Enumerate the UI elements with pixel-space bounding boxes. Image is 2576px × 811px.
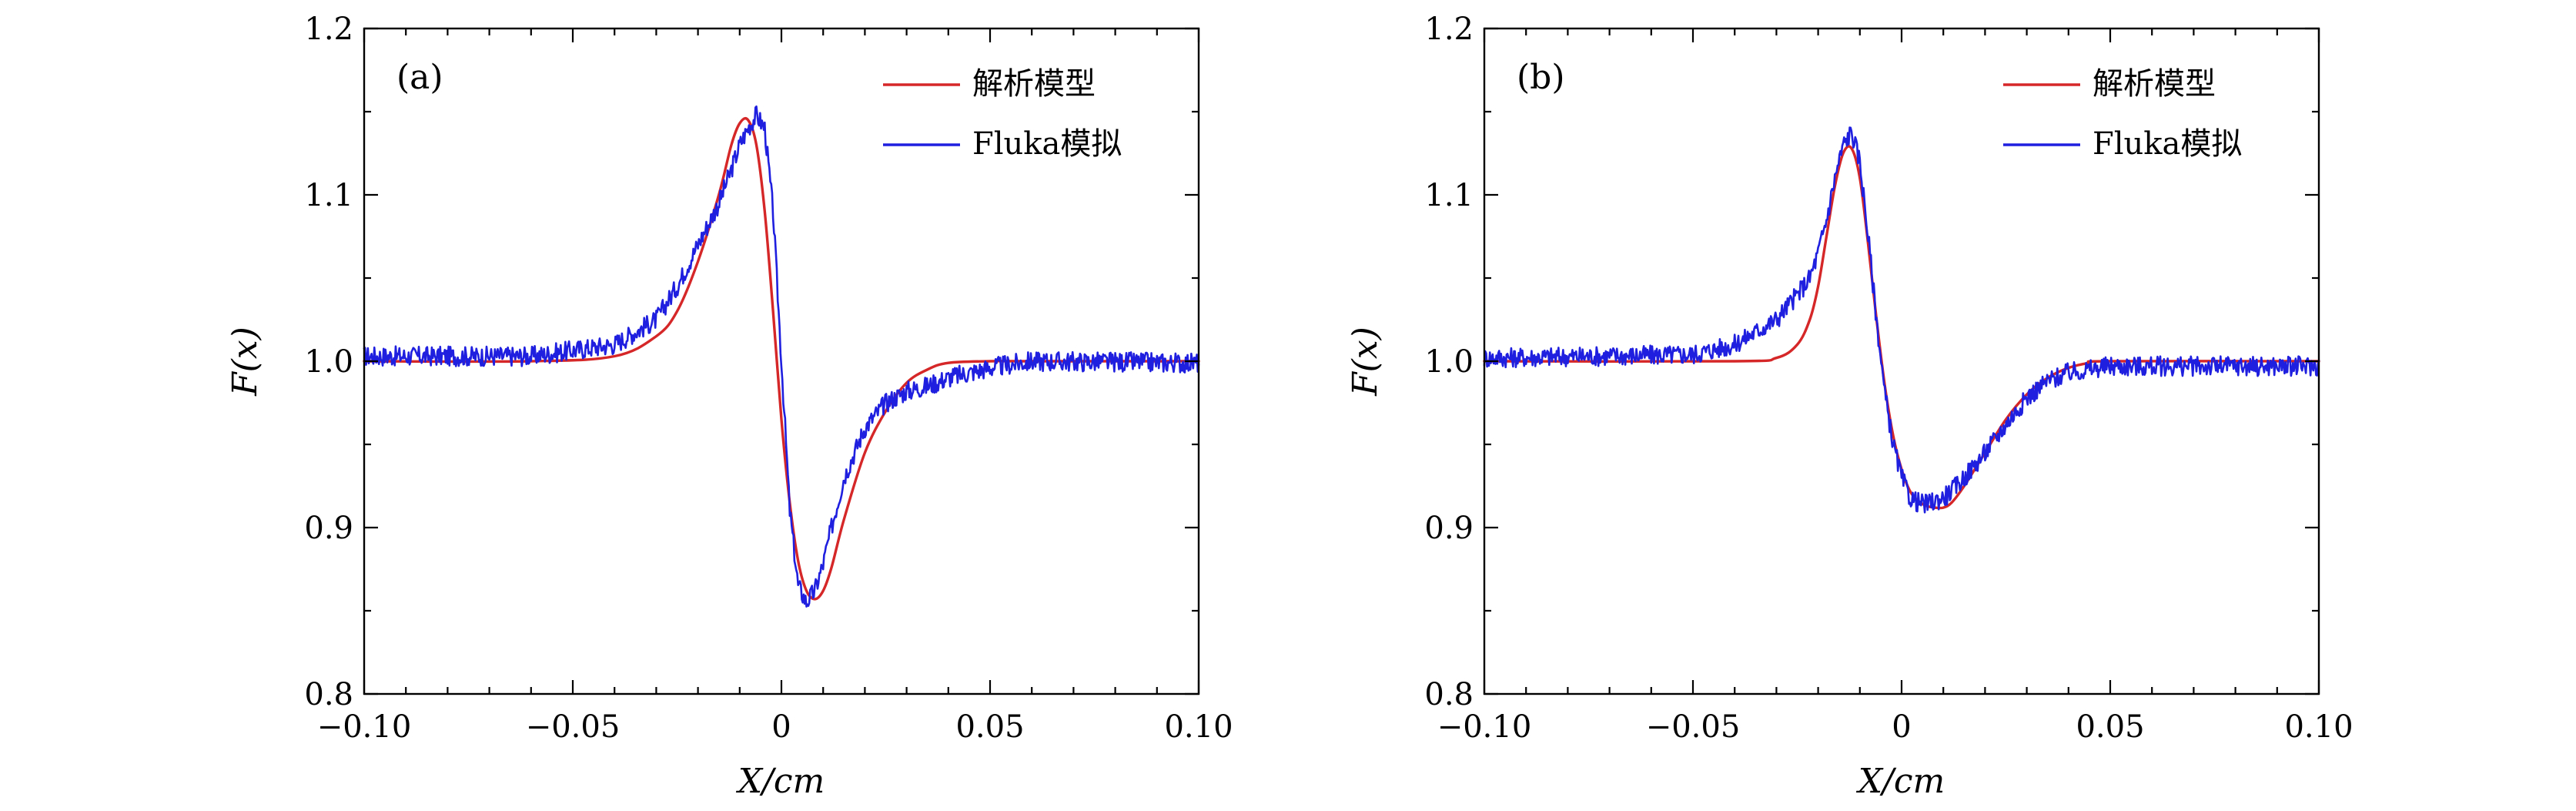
x-tick-label: 0 [1892, 709, 1911, 745]
x-tick-label: −0.05 [526, 709, 621, 745]
legend: 解析模型 Fluka模拟 [883, 66, 1122, 162]
series-group [1483, 126, 2320, 514]
y-tick-label: 1.2 [1424, 12, 1474, 47]
panel-label: (b) [1517, 58, 1565, 97]
x-tick-label: −0.10 [317, 709, 412, 745]
legend-label-fluka: Fluka模拟 [972, 126, 1122, 162]
x-axis-title: X/cm [1856, 762, 1945, 801]
x-tick-label: 0.05 [955, 709, 1024, 745]
x-tick-label: 0.05 [2076, 709, 2144, 745]
fluka-simulation-line [363, 105, 1200, 608]
x-tick-label: 0 [771, 709, 791, 745]
panel-label: (a) [396, 58, 443, 97]
x-tick-label: 0.10 [2284, 709, 2353, 745]
panel-a: −0.10 −0.05 0 0.05 0.10 0.8 0.9 1.0 1.1 1.2 X/cm F(… [226, 12, 1233, 801]
legend-label-analytic: 解析模型 [2093, 66, 2216, 102]
y-tick-label: 1.2 [304, 12, 353, 47]
x-tick-label: −0.10 [1437, 709, 1532, 745]
analytic-model-line [1483, 145, 2320, 510]
y-tick-label: 1.1 [304, 178, 353, 213]
y-tick-label: 0.8 [304, 677, 353, 712]
y-tick-label: 0.9 [1424, 511, 1474, 546]
y-tick-label: 1.0 [1424, 344, 1474, 380]
fluka-simulation-line [1483, 126, 2320, 514]
legend: 解析模型 Fluka模拟 [2003, 66, 2242, 162]
legend-label-fluka: Fluka模拟 [2093, 126, 2242, 162]
y-tick-label: 0.8 [1424, 677, 1474, 712]
x-tick-label: 0.10 [1164, 709, 1233, 745]
series-group [363, 105, 1200, 608]
analytic-model-line [363, 116, 1200, 601]
y-tick-label: 0.9 [304, 511, 353, 546]
y-tick-label: 1.0 [304, 344, 353, 380]
x-axis-title: X/cm [736, 762, 825, 801]
x-tick-label: −0.05 [1646, 709, 1741, 745]
panel-b: −0.10 −0.05 0 0.05 0.10 0.8 0.9 1.0 1.1 1.2 X/cm F(… [1346, 12, 2354, 801]
y-tick-label: 1.1 [1424, 178, 1474, 213]
legend-label-analytic: 解析模型 [972, 66, 1096, 102]
y-axis-title: F(x) [1346, 327, 1385, 397]
y-axis-title: F(x) [226, 327, 265, 397]
